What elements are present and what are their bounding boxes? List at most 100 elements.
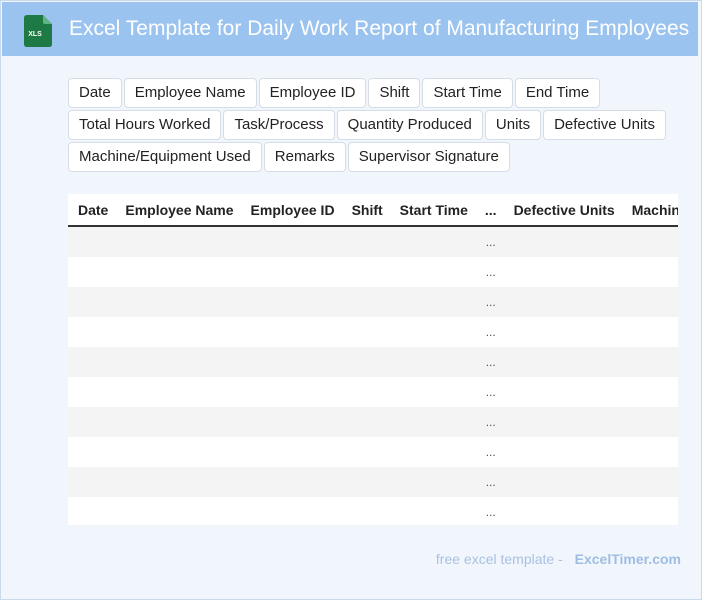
field-chip[interactable]: Employee Name — [123, 78, 257, 108]
field-chip[interactable]: Units — [484, 110, 542, 140]
table-cell[interactable] — [341, 287, 390, 317]
field-chip[interactable]: Start Time — [422, 78, 513, 108]
ellipsis-cell[interactable]: ... — [474, 347, 504, 377]
field-chip[interactable]: Supervisor Signature — [347, 142, 510, 172]
table-cell[interactable] — [341, 257, 390, 287]
table-cell[interactable] — [389, 467, 475, 497]
table-cell[interactable] — [115, 287, 241, 317]
table-cell[interactable] — [389, 257, 475, 287]
ellipsis-cell[interactable]: ... — [474, 257, 504, 287]
column-header: Defective Units — [503, 194, 622, 227]
table-cell[interactable] — [503, 257, 622, 287]
table-cell[interactable] — [621, 467, 678, 497]
table-cell[interactable] — [389, 347, 475, 377]
footer-brand-link[interactable]: ExcelTimer.com — [574, 551, 681, 567]
table-cell[interactable] — [68, 257, 116, 287]
table-cell[interactable] — [115, 317, 241, 347]
table-cell[interactable] — [503, 287, 622, 317]
table-cell[interactable] — [621, 497, 678, 525]
column-header: Shift — [341, 194, 390, 227]
table-cell[interactable] — [240, 407, 342, 437]
table-cell[interactable] — [240, 257, 342, 287]
table-cell[interactable] — [68, 497, 116, 525]
table-cell[interactable] — [115, 467, 241, 497]
field-chip[interactable]: Remarks — [263, 142, 346, 172]
ellipsis-cell[interactable]: ... — [474, 467, 504, 497]
ellipsis-cell[interactable]: ... — [474, 377, 504, 407]
table-cell[interactable] — [240, 377, 342, 407]
table-cell[interactable] — [503, 407, 622, 437]
table-cell[interactable] — [503, 317, 622, 347]
table-cell[interactable] — [389, 377, 475, 407]
table-cell[interactable] — [240, 437, 342, 467]
table-cell[interactable] — [68, 226, 116, 257]
field-chip[interactable]: Machine/Equipment Used — [68, 142, 262, 172]
table-cell[interactable] — [341, 497, 390, 525]
table-cell[interactable] — [240, 347, 342, 377]
table-cell[interactable] — [341, 437, 390, 467]
table-cell[interactable] — [503, 226, 622, 257]
table-cell[interactable] — [621, 347, 678, 377]
table-cell[interactable] — [115, 226, 241, 257]
table-cell[interactable] — [68, 407, 116, 437]
table-cell[interactable] — [240, 467, 342, 497]
field-chip[interactable]: End Time — [514, 78, 601, 108]
field-chip[interactable]: Employee ID — [258, 78, 367, 108]
table-cell[interactable] — [68, 467, 116, 497]
field-chip[interactable]: Task/Process — [223, 110, 335, 140]
table-cell[interactable] — [621, 377, 678, 407]
ellipsis-cell[interactable]: ... — [474, 226, 504, 257]
ellipsis-cell[interactable]: ... — [474, 497, 504, 525]
table-cell[interactable] — [389, 226, 475, 257]
table-cell[interactable] — [68, 317, 116, 347]
field-chip[interactable]: Total Hours Worked — [68, 110, 222, 140]
table-cell[interactable] — [341, 407, 390, 437]
table-cell[interactable] — [503, 467, 622, 497]
ellipsis-cell[interactable]: ... — [474, 287, 504, 317]
ellipsis-cell[interactable]: ... — [474, 437, 504, 467]
table-cell[interactable] — [115, 347, 241, 377]
table-cell[interactable] — [621, 437, 678, 467]
table-cell[interactable] — [341, 347, 390, 377]
table-cell[interactable] — [621, 407, 678, 437]
table-cell[interactable] — [341, 467, 390, 497]
table-cell[interactable] — [240, 497, 342, 525]
ellipsis-cell[interactable]: ... — [474, 407, 504, 437]
ellipsis-cell[interactable]: ... — [474, 317, 504, 347]
field-chip[interactable]: Defective Units — [543, 110, 666, 140]
table-cell[interactable] — [68, 287, 116, 317]
table-cell[interactable] — [68, 377, 116, 407]
table-cell[interactable] — [503, 497, 622, 525]
table-cell[interactable] — [240, 226, 342, 257]
table-cell[interactable] — [621, 287, 678, 317]
table-cell[interactable] — [68, 437, 116, 467]
table-cell[interactable] — [341, 317, 390, 347]
table-cell[interactable] — [115, 377, 241, 407]
report-table-container[interactable]: Date Employee Name Employee ID Shift Start T… — [68, 194, 678, 525]
table-cell[interactable] — [503, 377, 622, 407]
xls-icon-label: XLS — [28, 31, 42, 38]
field-chip[interactable]: Shift — [368, 78, 421, 108]
field-chip[interactable]: Quantity Produced — [336, 110, 483, 140]
table-cell[interactable] — [68, 347, 116, 377]
table-cell[interactable] — [240, 287, 342, 317]
table-cell[interactable] — [621, 226, 678, 257]
table-cell[interactable] — [503, 347, 622, 377]
table-cell[interactable] — [389, 437, 475, 467]
table-cell[interactable] — [389, 497, 475, 525]
table-cell[interactable] — [341, 377, 390, 407]
table-cell[interactable] — [115, 497, 241, 525]
field-chip-list: Date Employee Name Employee ID Shift Start T… — [68, 78, 680, 174]
table-cell[interactable] — [621, 317, 678, 347]
table-cell[interactable] — [389, 407, 475, 437]
table-cell[interactable] — [389, 317, 475, 347]
table-cell[interactable] — [115, 437, 241, 467]
table-cell[interactable] — [115, 407, 241, 437]
table-cell[interactable] — [240, 317, 342, 347]
table-cell[interactable] — [503, 437, 622, 467]
table-cell[interactable] — [621, 257, 678, 287]
table-cell[interactable] — [115, 257, 241, 287]
field-chip[interactable]: Date — [68, 78, 122, 108]
table-cell[interactable] — [389, 287, 475, 317]
table-cell[interactable] — [341, 226, 390, 257]
